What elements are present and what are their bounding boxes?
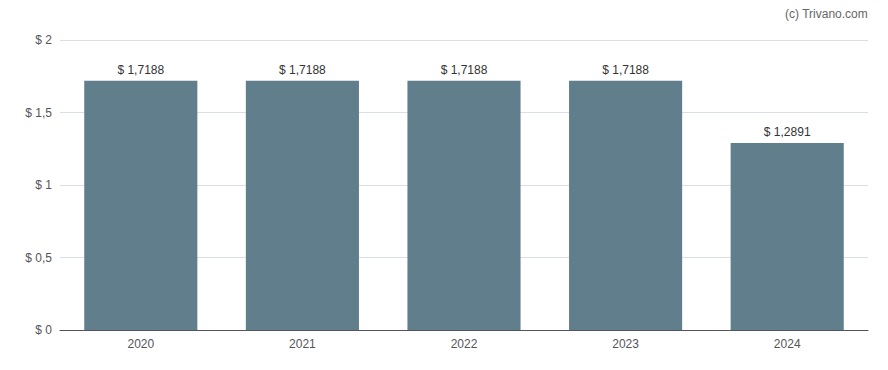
svg-text:$ 0: $ 0 <box>35 323 52 337</box>
svg-text:2020: 2020 <box>127 337 154 351</box>
svg-text:$ 1,7188: $ 1,7188 <box>117 63 164 77</box>
svg-text:2021: 2021 <box>289 337 316 351</box>
svg-text:$ 1,2891: $ 1,2891 <box>764 125 811 139</box>
svg-text:$ 1,7188: $ 1,7188 <box>602 63 649 77</box>
svg-text:2024: 2024 <box>774 337 801 351</box>
svg-text:$ 1: $ 1 <box>35 178 52 192</box>
svg-text:2023: 2023 <box>612 337 639 351</box>
svg-text:$ 2: $ 2 <box>35 33 52 47</box>
svg-text:$ 1,5: $ 1,5 <box>25 106 52 120</box>
svg-text:2022: 2022 <box>451 337 478 351</box>
svg-text:(c) Trivano.com: (c) Trivano.com <box>785 7 868 21</box>
svg-text:$ 1,7188: $ 1,7188 <box>441 63 488 77</box>
svg-text:$ 0,5: $ 0,5 <box>25 251 52 265</box>
svg-text:$ 1,7188: $ 1,7188 <box>279 63 326 77</box>
